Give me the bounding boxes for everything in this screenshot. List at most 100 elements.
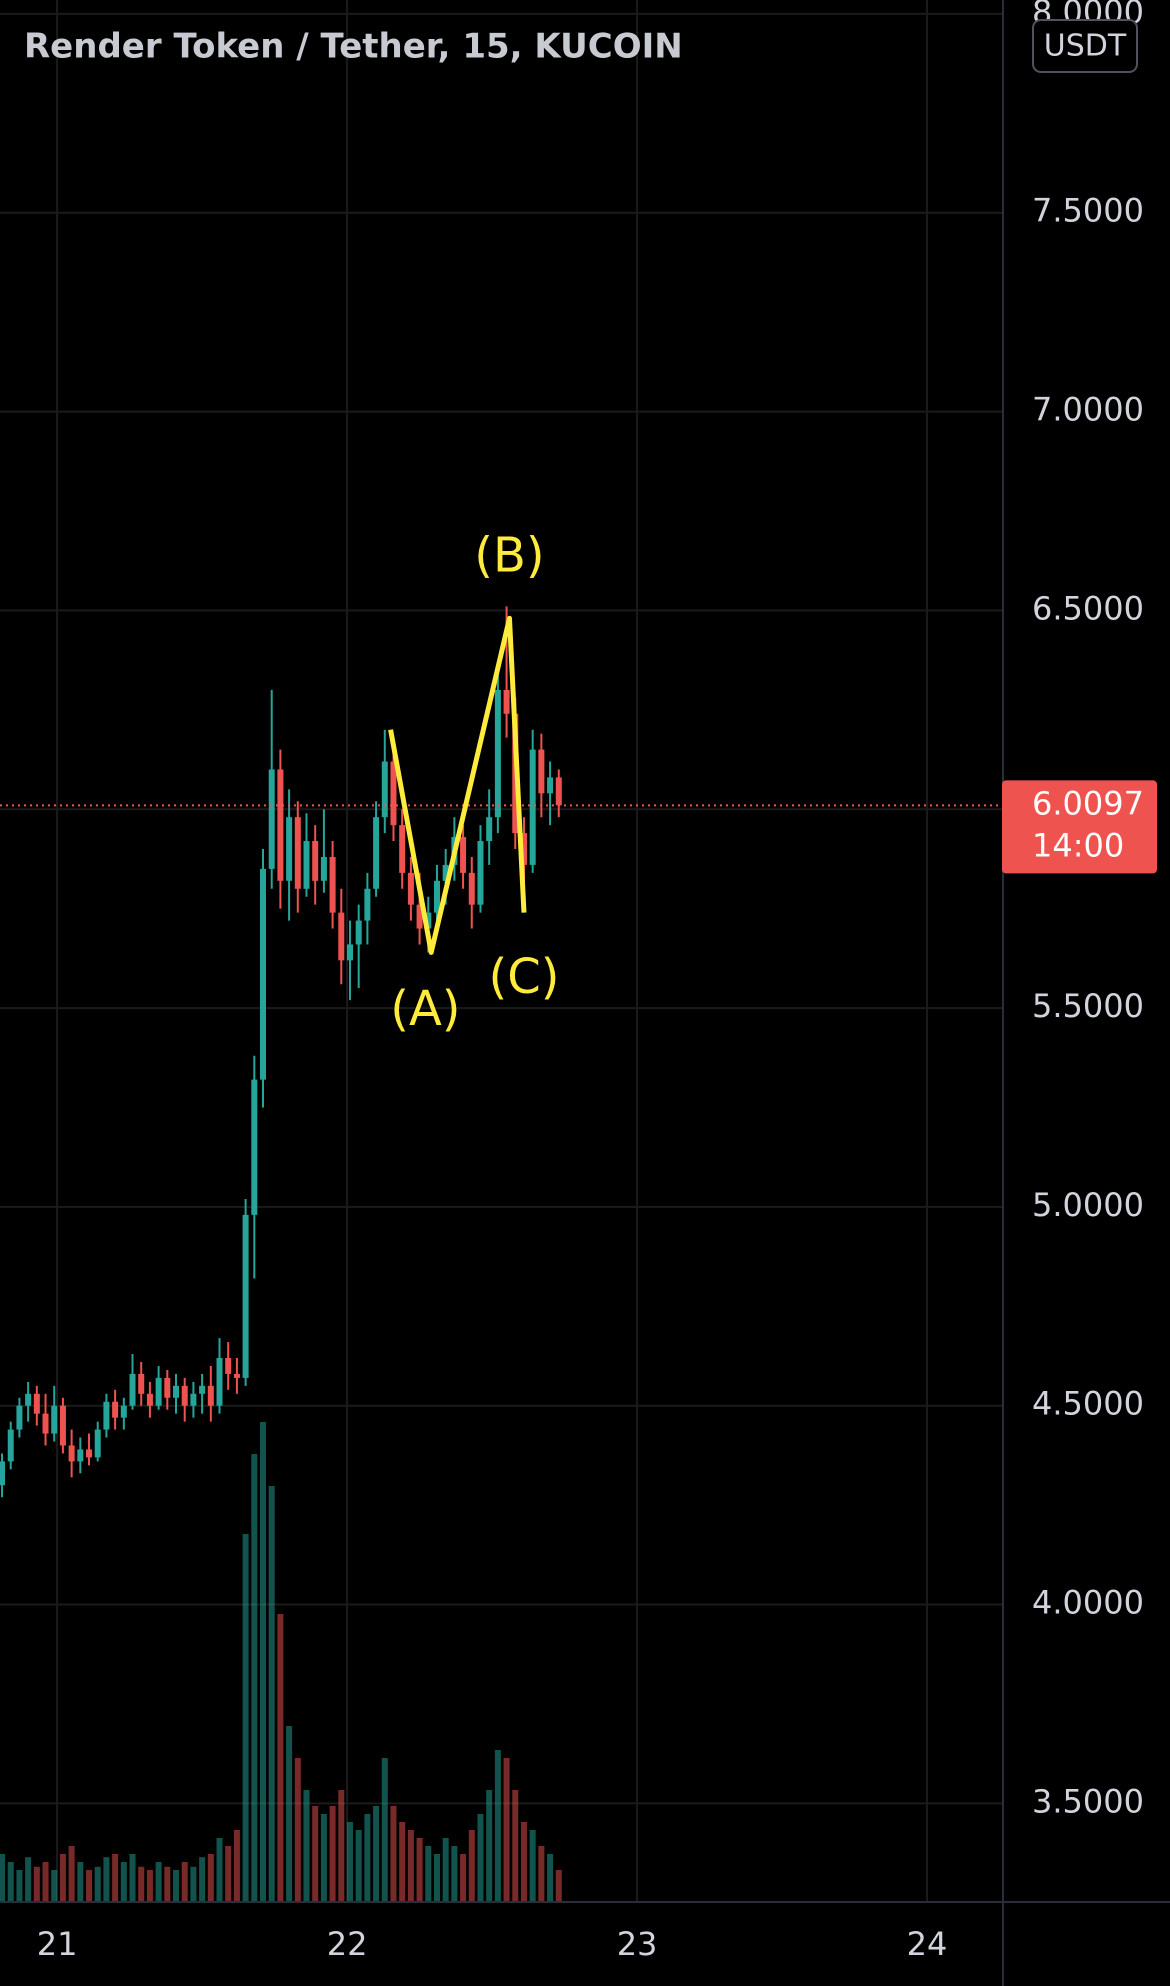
y-tick-label: 5.0000: [1032, 1186, 1144, 1224]
y-tick-label: 4.5000: [1032, 1385, 1144, 1423]
candle-body: [494, 689, 501, 818]
wave-label: (C): [488, 949, 559, 1005]
candle-body: [529, 749, 536, 865]
volume-bar: [146, 1870, 153, 1902]
candle-body: [346, 944, 353, 961]
candle-body: [460, 837, 467, 873]
volume-bar: [503, 1758, 510, 1902]
volume-bar: [164, 1866, 171, 1902]
candle-body: [355, 920, 362, 945]
candle-body: [312, 841, 319, 881]
volume-bar: [346, 1822, 353, 1902]
candle-body: [59, 1405, 66, 1446]
candle-body: [433, 880, 440, 913]
volume-bar: [173, 1870, 180, 1902]
candle-body: [146, 1393, 153, 1406]
volume-bar: [460, 1854, 467, 1902]
volume-bar: [0, 1854, 6, 1902]
grid: [0, 0, 1003, 1902]
candle-body: [33, 1393, 40, 1414]
currency-box[interactable]: [1032, 19, 1138, 73]
candle-body: [181, 1385, 188, 1406]
candle-body: [86, 1449, 93, 1458]
candle-body: [216, 1358, 223, 1406]
y-tick-label: 3.5000: [1032, 1782, 1144, 1820]
wave-line: [388, 615, 527, 955]
candle-body: [260, 868, 267, 1080]
candle-body: [390, 761, 397, 826]
currency-label[interactable]: USDT: [1044, 29, 1127, 64]
volume-bar: [538, 1846, 545, 1902]
candle-body: [16, 1405, 23, 1430]
volume-bar: [199, 1857, 206, 1902]
candle-body: [538, 749, 545, 794]
volume-bar: [225, 1846, 232, 1902]
candle-body: [233, 1373, 240, 1378]
candle-body: [138, 1373, 145, 1394]
candle-body: [303, 841, 310, 889]
candle-body: [286, 817, 293, 881]
candle-body: [68, 1445, 75, 1462]
candle-body: [51, 1405, 58, 1434]
candle-body: [207, 1385, 214, 1406]
candle-body: [112, 1401, 119, 1418]
candle-body: [268, 769, 275, 869]
candle-body: [381, 761, 388, 818]
volume-bar: [59, 1854, 66, 1902]
volume-bar: [251, 1454, 258, 1902]
volume-bar: [529, 1830, 536, 1902]
wave-label: (A): [390, 981, 460, 1037]
volume-bar: [442, 1838, 449, 1902]
volume-bar: [547, 1854, 554, 1902]
volume-bar: [555, 1870, 562, 1902]
volume-bar: [138, 1866, 145, 1902]
volume-bar: [338, 1790, 345, 1902]
volume-bar: [68, 1846, 75, 1902]
candle-body: [190, 1393, 197, 1406]
volume-bar: [94, 1866, 101, 1902]
chart-title: Render Token / Tether, 15, KUCOIN: [24, 27, 683, 67]
volume-bar: [512, 1790, 519, 1902]
candle-body: [503, 689, 510, 714]
candle-body: [199, 1385, 206, 1394]
volume-bar: [207, 1854, 214, 1902]
candle-body: [77, 1449, 84, 1462]
candle-body: [425, 912, 432, 929]
x-tick-label: 21: [37, 1925, 78, 1963]
candle-body: [442, 864, 449, 881]
x-tick-label: 23: [617, 1925, 658, 1963]
volume-bar: [286, 1726, 293, 1902]
volume-bar: [320, 1814, 327, 1902]
candle-body: [486, 817, 493, 842]
candle-body: [329, 856, 336, 913]
y-tick-label: 7.0000: [1032, 391, 1144, 429]
candle-body: [225, 1358, 232, 1374]
candle-body: [407, 872, 414, 905]
volume-bar: [25, 1857, 32, 1902]
x-tick-label: 24: [907, 1925, 948, 1963]
candle-body: [120, 1405, 127, 1418]
x-tick-label: 22: [327, 1925, 368, 1963]
last-price-box: [1002, 780, 1157, 874]
candle-body: [173, 1385, 180, 1398]
volume-bar: [425, 1846, 432, 1902]
volume-bar: [486, 1790, 493, 1902]
candle-body: [555, 777, 562, 806]
volume-bar: [77, 1862, 84, 1902]
volume-bar: [190, 1866, 197, 1902]
candle-body: [416, 904, 423, 929]
volume-bar: [277, 1614, 284, 1902]
candle-body: [129, 1373, 136, 1406]
candle-body: [294, 817, 301, 889]
volume-bar: [433, 1854, 440, 1902]
volume-bar: [16, 1870, 23, 1902]
volume-bar: [407, 1830, 414, 1902]
volume-bar: [51, 1870, 58, 1902]
last-price-label: 6.0097: [1032, 784, 1144, 822]
volume-layer: [0, 1422, 562, 1902]
y-tick-label: 6.5000: [1032, 589, 1144, 627]
candle-body: [164, 1377, 171, 1398]
candle-body: [7, 1429, 14, 1462]
axes-layer: 3.50004.00004.50005.00005.50006.00006.50…: [37, 0, 1157, 1963]
